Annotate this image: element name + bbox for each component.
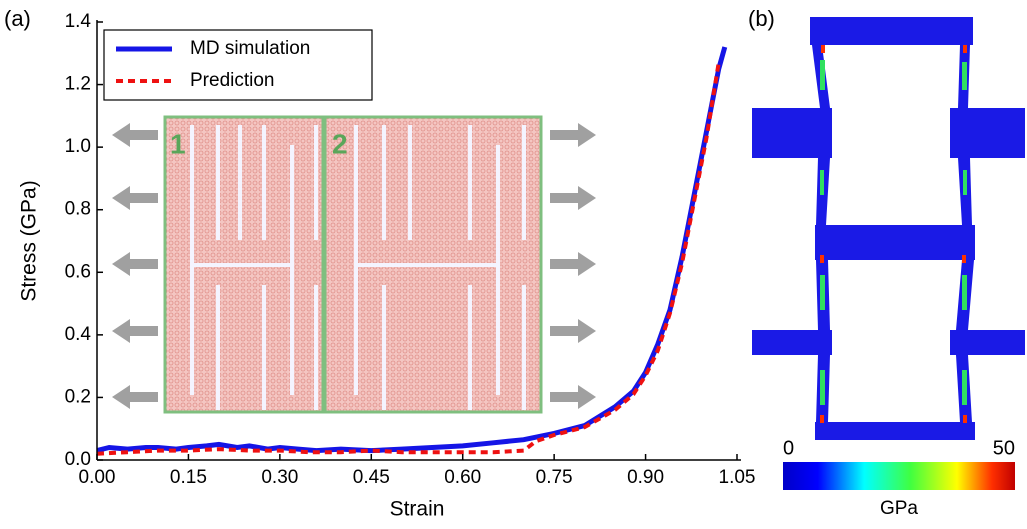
x-tick-label: 0.60 bbox=[444, 467, 481, 488]
y-tick-label: 0.2 bbox=[65, 386, 91, 407]
x-tick-label: 0.90 bbox=[627, 467, 664, 488]
x-tick-label: 0.75 bbox=[536, 467, 573, 488]
x-tick-label: 0.45 bbox=[353, 467, 390, 488]
colorbar-label: GPa bbox=[880, 498, 918, 519]
y-tick-label: 0.6 bbox=[65, 261, 91, 282]
x-tick-label: 1.05 bbox=[719, 467, 756, 488]
inset: 1 2 bbox=[112, 115, 596, 414]
legend-label: MD simulation bbox=[190, 38, 310, 59]
x-axis-label: Strain bbox=[390, 498, 445, 521]
legend-label: Prediction bbox=[190, 70, 275, 91]
y-tick-label: 1.2 bbox=[65, 74, 91, 95]
legend-box bbox=[103, 29, 373, 101]
y-tick-label: 0.4 bbox=[65, 324, 92, 345]
x-tick-label: 0.30 bbox=[261, 467, 298, 488]
panel-label: (a) bbox=[4, 6, 31, 31]
stress-map bbox=[752, 17, 1025, 440]
y-axis-label: Stress (GPa) bbox=[18, 180, 41, 301]
y-tick-label: 0.0 bbox=[65, 449, 91, 470]
x-tick-label: 0.15 bbox=[170, 467, 207, 488]
y-tick-label: 1.0 bbox=[65, 136, 91, 157]
colorbar bbox=[783, 462, 1015, 490]
y-tick-label: 1.4 bbox=[65, 11, 92, 32]
colorbar-tick-label: 0 bbox=[783, 437, 794, 459]
inset-label: 1 bbox=[170, 128, 186, 159]
y-tick-label: 0.8 bbox=[65, 199, 91, 220]
series-line bbox=[96, 62, 721, 456]
x-tick-label: 0.00 bbox=[79, 467, 116, 488]
inset-label: 2 bbox=[332, 128, 348, 159]
panel-label: (b) bbox=[748, 6, 775, 31]
arrows bbox=[112, 123, 596, 409]
colorbar-tick-label: 50 bbox=[993, 437, 1015, 459]
